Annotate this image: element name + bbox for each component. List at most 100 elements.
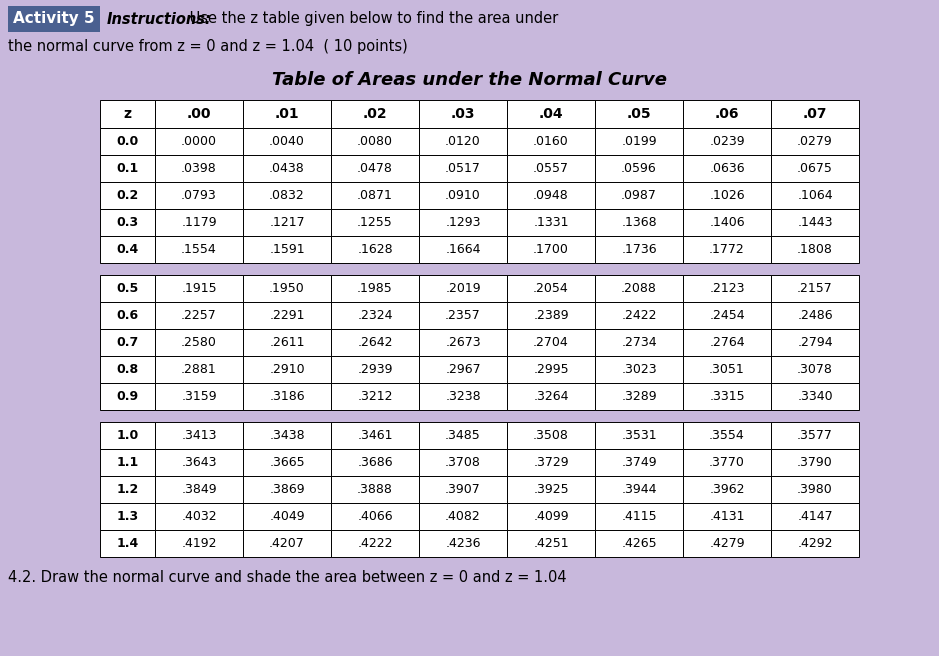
Text: Activity 5: Activity 5 [13,12,95,26]
Text: .2967: .2967 [445,363,481,376]
Bar [507,329,595,356]
Bar [155,503,243,530]
Text: .3888: .3888 [357,483,393,496]
Text: .2257: .2257 [181,309,217,322]
Text: .3186: .3186 [269,390,305,403]
Bar [683,302,771,329]
Text: .02: .02 [362,107,387,121]
Text: .3159: .3159 [181,390,217,403]
Bar [595,209,683,236]
Bar [155,356,243,383]
Text: .1808: .1808 [797,243,833,256]
Bar [507,275,595,302]
Bar [155,275,243,302]
Text: .01: .01 [275,107,300,121]
Bar [507,449,595,476]
Bar [331,236,419,263]
Text: .0948: .0948 [533,189,569,202]
Bar [595,530,683,557]
Text: 4.2. Draw the normal curve and shade the area between z = 0 and z = 1.04: 4.2. Draw the normal curve and shade the… [8,569,566,584]
Text: .4082: .4082 [445,510,481,523]
Text: 0.5: 0.5 [116,282,139,295]
Text: .1664: .1664 [445,243,481,256]
Bar [100,275,155,302]
Text: .4131: .4131 [709,510,745,523]
Text: 0.8: 0.8 [116,363,139,376]
Bar [331,383,419,410]
Text: .0080: .0080 [357,135,393,148]
Text: .03: .03 [451,107,475,121]
Bar [331,302,419,329]
Bar [331,155,419,182]
Bar [683,422,771,449]
Text: .04: .04 [539,107,563,121]
Bar [155,383,243,410]
Text: .1628: .1628 [357,243,393,256]
Text: .3962: .3962 [709,483,745,496]
Bar [595,182,683,209]
Text: 0.6: 0.6 [116,309,139,322]
Bar [331,476,419,503]
Text: 0.1: 0.1 [116,162,139,175]
Text: .4049: .4049 [269,510,305,523]
Text: .3554: .3554 [709,429,745,442]
Bar [771,422,859,449]
Bar [595,476,683,503]
Bar [595,503,683,530]
Text: 0.2: 0.2 [116,189,139,202]
Bar [683,383,771,410]
Text: .3708: .3708 [445,456,481,469]
Text: .3508: .3508 [533,429,569,442]
Text: .4032: .4032 [181,510,217,523]
Bar [243,302,331,329]
Text: .4222: .4222 [357,537,393,550]
Text: .3790: .3790 [797,456,833,469]
Bar [331,530,419,557]
Text: .3770: .3770 [709,456,745,469]
Bar [155,329,243,356]
Bar [331,422,419,449]
Bar [100,476,155,503]
Bar [595,128,683,155]
Bar [331,356,419,383]
Text: .0871: .0871 [357,189,393,202]
Bar [771,329,859,356]
Text: .1591: .1591 [269,243,305,256]
Text: .1331: .1331 [533,216,569,229]
Text: .4292: .4292 [797,537,833,550]
Text: .1950: .1950 [269,282,305,295]
Text: .3729: .3729 [533,456,569,469]
Bar [155,128,243,155]
Bar [100,329,155,356]
Bar [155,302,243,329]
Text: .3413: .3413 [181,429,217,442]
Text: .1554: .1554 [181,243,217,256]
Bar [419,182,507,209]
Bar [595,302,683,329]
Text: z: z [124,107,131,121]
Bar [243,422,331,449]
Bar [595,356,683,383]
Text: .1443: .1443 [797,216,833,229]
Text: .3238: .3238 [445,390,481,403]
Bar [771,275,859,302]
Text: .3686: .3686 [357,456,393,469]
Text: .0987: .0987 [621,189,657,202]
Text: .3212: .3212 [357,390,393,403]
Text: .2734: .2734 [622,336,656,349]
Bar [243,275,331,302]
Text: .1293: .1293 [445,216,481,229]
Bar [595,275,683,302]
Bar [331,209,419,236]
Text: .3315: .3315 [709,390,745,403]
Text: 1.1: 1.1 [116,456,139,469]
Text: .0910: .0910 [445,189,481,202]
Text: .1772: .1772 [709,243,745,256]
Bar [100,503,155,530]
Text: .4251: .4251 [533,537,569,550]
Text: .2019: .2019 [445,282,481,295]
Bar [243,356,331,383]
Bar [507,100,595,128]
Bar [507,503,595,530]
Bar [243,128,331,155]
